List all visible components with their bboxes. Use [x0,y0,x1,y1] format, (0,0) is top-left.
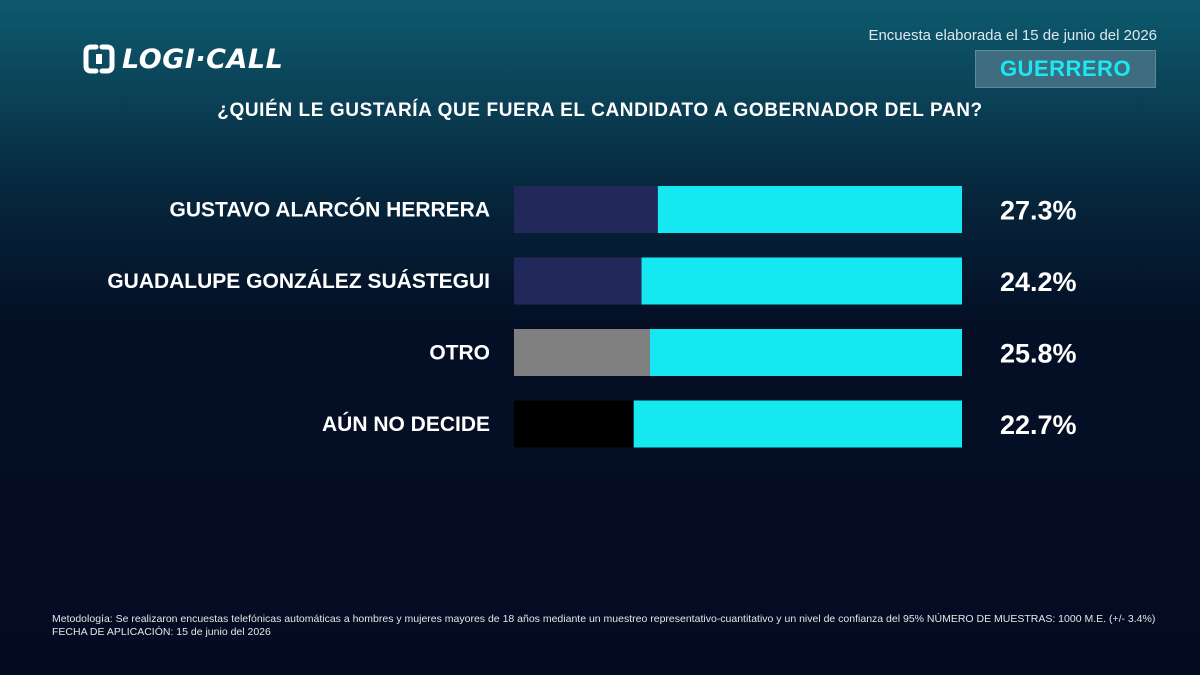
value-label: 22.7% [1000,410,1077,440]
value-label: 27.3% [1000,196,1077,226]
value-label: 25.8% [1000,339,1077,369]
logicall-logo-icon [83,44,115,74]
bar [514,257,642,305]
application-date: FECHA DE APLICACIÓN: 15 de junio del 202… [52,626,271,638]
bar [514,186,658,233]
category-label: AÚN NO DECIDE [322,412,490,436]
category-label: GUSTAVO ALARCÓN HERRERA [170,198,490,222]
brand-name: LOGI·CALL [122,43,284,75]
survey-question: ¿QUIÉN LE GUSTARÍA QUE FUERA EL CANDIDAT… [217,100,983,121]
state-badge: GUERRERO [975,50,1156,88]
value-label: 24.2% [1000,267,1077,297]
bar [514,400,634,448]
methodology-text: Metodología: Se realizaron encuestas tel… [52,613,1156,625]
category-label: GUADALUPE GONZÁLEZ SUÁSTEGUI [107,270,490,293]
logo: LOGI·CALL [82,42,283,76]
methodology-note: Metodología: Se realizaron encuestas tel… [52,613,1155,639]
category-label: OTRO [429,342,490,365]
survey-date: Encuesta elaborada el 15 de junio del 20… [868,27,1157,44]
bar [514,329,650,376]
